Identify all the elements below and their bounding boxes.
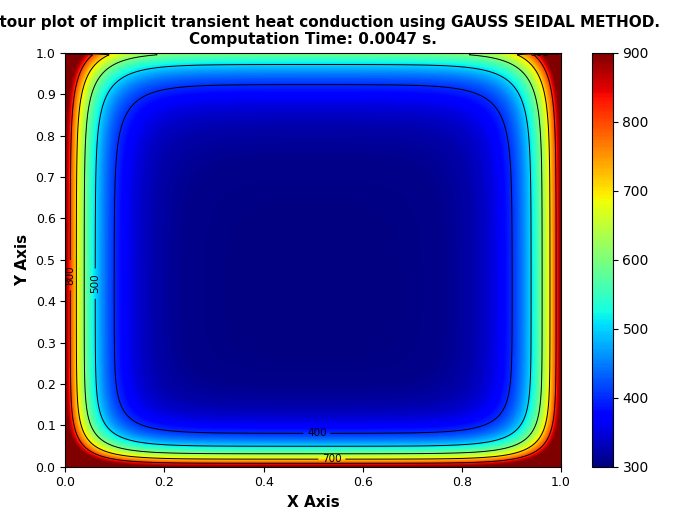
Text: 400: 400 xyxy=(307,428,327,438)
X-axis label: X Axis: X Axis xyxy=(287,495,340,510)
Title: Contour plot of implicit transient heat conduction using GAUSS SEIDAL METHOD.
Co: Contour plot of implicit transient heat … xyxy=(0,15,659,47)
Text: 500: 500 xyxy=(90,274,100,293)
Y-axis label: Y Axis: Y Axis xyxy=(15,234,30,286)
Text: 800: 800 xyxy=(65,266,76,285)
Text: 600: 600 xyxy=(528,48,548,58)
Text: 700: 700 xyxy=(322,454,342,464)
